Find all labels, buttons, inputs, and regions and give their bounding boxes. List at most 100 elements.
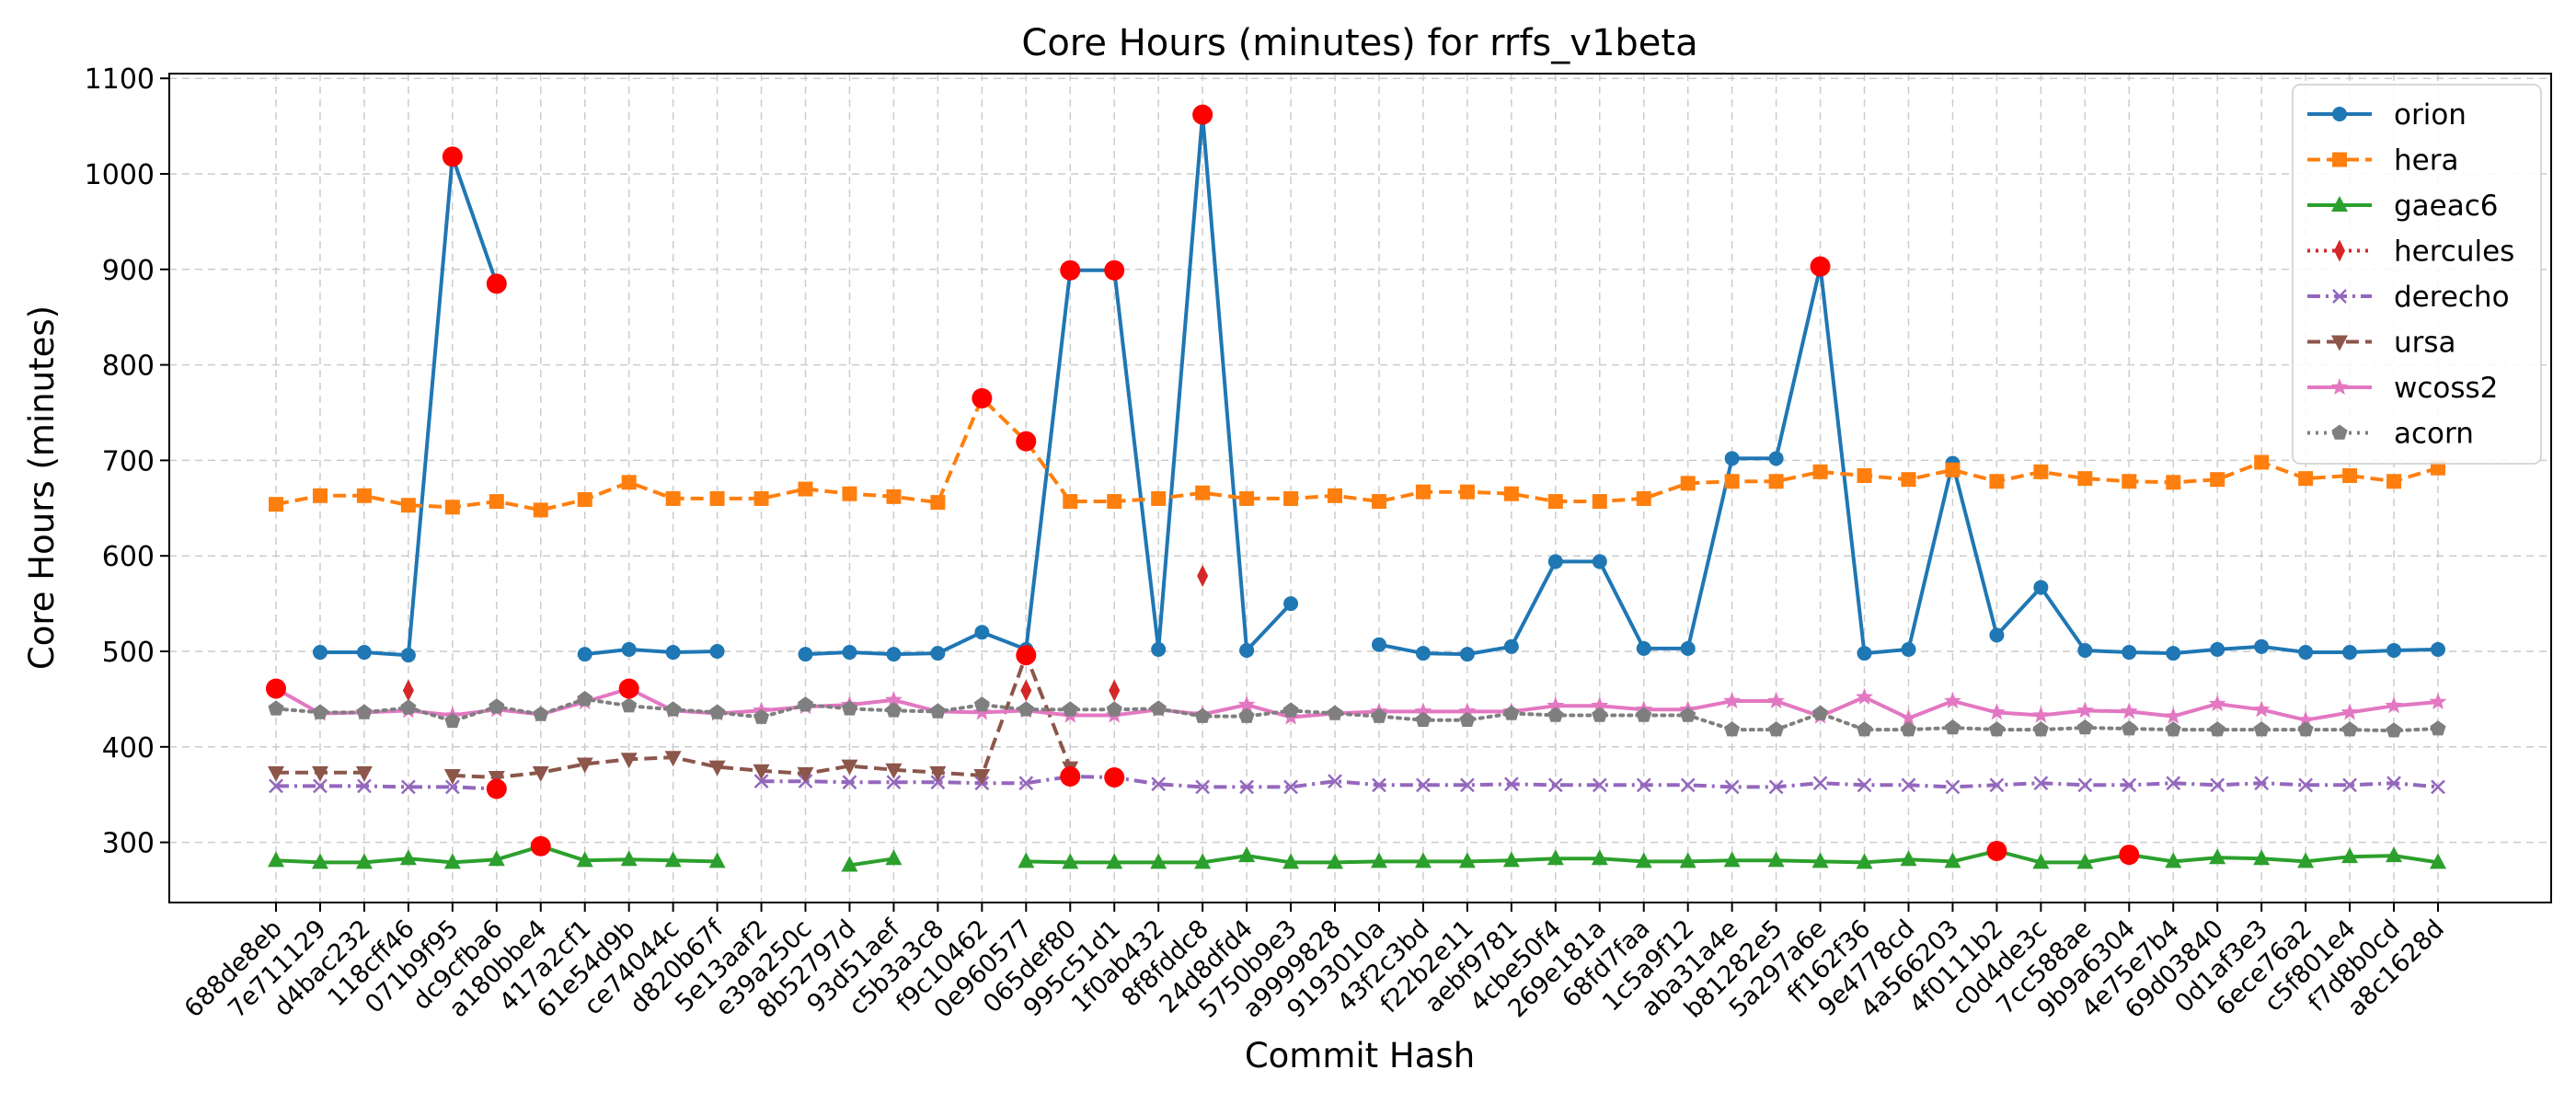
data-point (444, 712, 461, 729)
data-point (1724, 721, 1741, 737)
y-tick-label: 700 (102, 445, 155, 477)
series-line (276, 784, 497, 791)
series-line (274, 696, 2440, 733)
data-point (1987, 703, 2006, 720)
legend-marker (2334, 239, 2345, 262)
data-point (798, 481, 813, 497)
data-point (444, 500, 460, 515)
data-point (2298, 471, 2314, 487)
legend-item-wcoss2: wcoss2 (2307, 372, 2498, 405)
data-point (356, 704, 373, 719)
data-point (1900, 850, 1917, 867)
data-point (489, 494, 504, 510)
data-point (2430, 853, 2446, 869)
data-point (2386, 474, 2402, 489)
data-point (885, 702, 902, 718)
data-point (841, 759, 858, 776)
data-point (1283, 596, 1299, 612)
data-point (2210, 641, 2225, 657)
legend-label: derecho (2394, 281, 2510, 314)
data-point (1768, 779, 1784, 795)
data-point (2165, 852, 2182, 868)
data-point (1900, 708, 1917, 726)
data-point (1018, 776, 1034, 791)
data-point (1767, 851, 1785, 868)
data-point (842, 775, 857, 790)
data-point (1195, 779, 1211, 795)
data-point (1238, 846, 1256, 863)
highlight-layer (266, 104, 2140, 866)
data-point (1194, 853, 1212, 869)
legend-marker (2331, 196, 2348, 212)
data-point (1547, 494, 1563, 510)
highlight-point (442, 146, 463, 167)
data-point (2077, 777, 2093, 793)
data-point (1415, 646, 1431, 661)
data-point (1768, 721, 1785, 737)
data-point (312, 645, 328, 661)
data-point (798, 696, 814, 712)
data-point (2341, 721, 2358, 737)
data-point (2122, 645, 2137, 661)
legend-marker (2332, 152, 2347, 167)
data-point (2033, 580, 2049, 595)
data-point (1943, 692, 1961, 709)
data-point (2297, 852, 2315, 868)
legend-item-acorn: acorn (2307, 418, 2474, 451)
data-point (2431, 779, 2445, 795)
data-point (576, 851, 593, 868)
legend-label: gaeac6 (2394, 190, 2499, 223)
data-point (1503, 705, 1520, 720)
data-point (2253, 721, 2270, 737)
data-point (2120, 702, 2138, 719)
data-point (1283, 779, 1298, 795)
data-point (1414, 702, 1432, 719)
data-point (1547, 707, 1564, 722)
data-point (1238, 707, 1255, 723)
data-point (620, 850, 638, 867)
data-point (1372, 777, 1386, 793)
data-point (1988, 721, 2005, 737)
data-point (1591, 849, 1608, 866)
data-point (886, 647, 902, 662)
legend-item-hera: hera (2307, 144, 2458, 178)
data-point (1371, 637, 1386, 652)
legend-label: ursa (2394, 327, 2456, 360)
series-line (849, 857, 894, 868)
data-point (2076, 701, 2094, 719)
data-point (356, 488, 372, 503)
data-point (665, 645, 681, 661)
data-point (488, 850, 505, 867)
y-tick-label: 1100 (85, 63, 155, 96)
data-point (1459, 711, 1476, 727)
legend-item-derecho: derecho (2307, 281, 2510, 314)
data-point (2031, 706, 2050, 723)
legend-item-gaeac6: gaeac6 (2307, 190, 2499, 223)
data-point (2385, 696, 2403, 714)
legend-marker (2331, 424, 2348, 440)
data-point (1197, 564, 1209, 587)
data-point (973, 768, 991, 785)
data-point (2342, 468, 2358, 484)
data-point (400, 498, 416, 513)
data-point (1416, 777, 1431, 793)
data-point (1018, 701, 1034, 717)
series-layer (267, 107, 2447, 872)
data-point (1151, 490, 1167, 506)
data-point (1194, 707, 1211, 723)
data-point (1767, 692, 1786, 709)
data-point (443, 768, 461, 785)
data-point (1327, 853, 1344, 869)
legend-box (2292, 84, 2542, 465)
data-point (664, 751, 682, 767)
legend-marker (2330, 378, 2349, 396)
data-point (709, 644, 725, 660)
data-point (2032, 853, 2050, 869)
data-point (884, 690, 903, 707)
highlight-point (530, 835, 551, 857)
data-point (269, 778, 283, 794)
data-point (886, 489, 902, 504)
data-point (1062, 701, 1078, 717)
data-point (1458, 852, 1476, 868)
